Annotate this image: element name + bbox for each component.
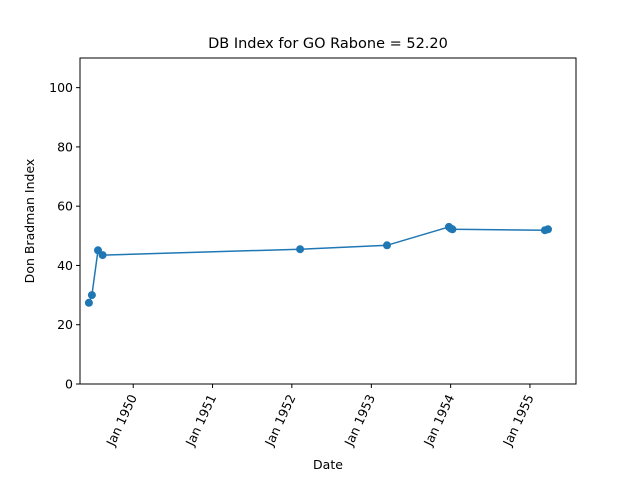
data-point [98,251,107,260]
y-tick-label: 100 [49,80,73,95]
y-tick-label: 20 [57,317,73,332]
data-point [448,225,457,234]
data-point [87,291,96,300]
data-point [84,298,93,307]
chart-title: DB Index for GO Rabone = 52.20 [208,36,448,52]
plot-frame [79,57,577,385]
y-tick-label: 40 [57,258,73,273]
y-tick-label: 80 [57,139,73,154]
y-tick-label: 60 [57,199,73,214]
x-axis-label: Date [313,457,343,472]
y-axis-label: Don Bradman Index [22,159,37,284]
data-point [544,225,552,234]
y-tick-label: 0 [65,377,73,392]
data-point [383,241,391,250]
data-point [296,245,305,254]
